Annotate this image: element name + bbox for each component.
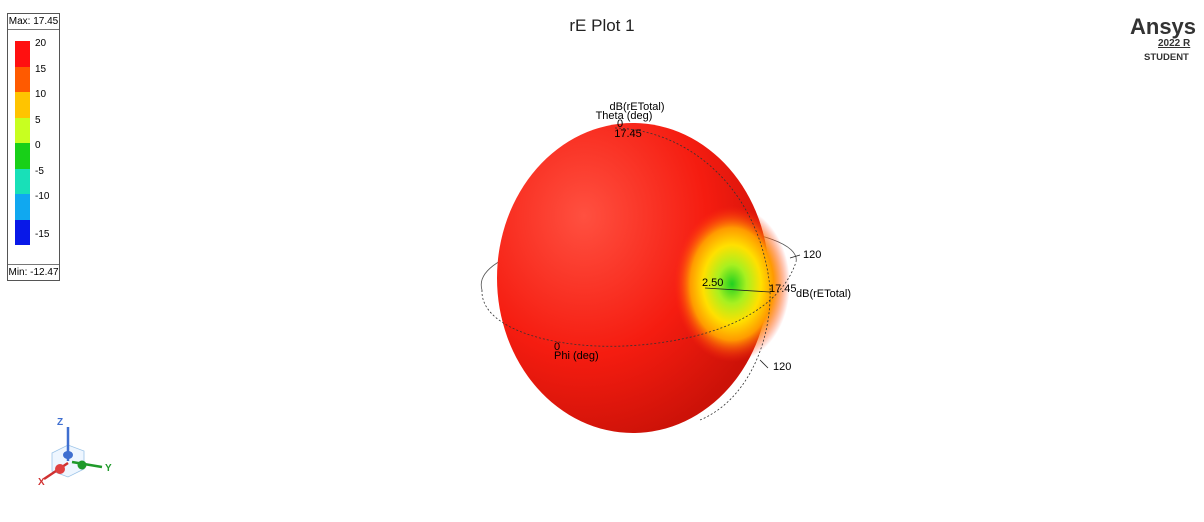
legend-swatch xyxy=(15,66,30,92)
brand-version: 2022 R xyxy=(1158,38,1191,49)
x-axis-label: X xyxy=(38,477,45,485)
radial-inner-label: 2.50 xyxy=(702,277,723,289)
radial-outer-label: 17.45 xyxy=(769,283,797,295)
y-axis-arrow xyxy=(71,460,103,469)
front-ring-horizontal xyxy=(481,261,797,347)
ring-label-upper: 120 xyxy=(803,249,821,261)
legend-swatch xyxy=(15,117,30,143)
legend-tick-label: 5 xyxy=(35,114,41,126)
theta-value-label: 17.45 xyxy=(614,128,642,140)
ring-label-lower: 120 xyxy=(773,361,791,373)
phi-axis-label: Phi (deg) xyxy=(554,350,599,362)
legend-min-label: Min: -12.47 xyxy=(8,264,59,280)
x-axis-marker xyxy=(55,464,65,474)
color-legend: Max: 17.45 20 15 10 5 0 -5 -10 -15 Min: -12.47 xyxy=(7,13,60,281)
legend-tick-label: 10 xyxy=(35,89,47,100)
brand-edition: STUDENT xyxy=(1144,52,1189,63)
legend-swatch xyxy=(15,194,30,220)
axes-triad[interactable]: Z Y X xyxy=(30,415,130,485)
legend-swatch xyxy=(15,92,30,118)
ring-tick-lower xyxy=(759,359,769,369)
legend-swatch xyxy=(15,168,30,194)
ring-tick-upper xyxy=(789,254,801,259)
brand-name: Ansys xyxy=(1130,14,1197,39)
ansys-brand: Ansys 2022 R STUDENT xyxy=(1130,14,1204,74)
legend-tick-label: 20 xyxy=(35,38,47,49)
theta-quantity-label: dB(rETotal) xyxy=(609,101,664,113)
y-axis-marker xyxy=(77,460,87,470)
z-axis-marker xyxy=(63,451,73,459)
legend-swatch xyxy=(15,219,30,245)
radial-quantity-label: dB(rETotal) xyxy=(796,288,851,300)
legend-color-bar xyxy=(15,41,30,245)
legend-max-label: Max: 17.45 xyxy=(8,14,59,30)
legend-swatch xyxy=(15,143,30,169)
radial-axis-line xyxy=(704,287,771,293)
plot-title: rE Plot 1 xyxy=(569,16,635,35)
z-axis-label: Z xyxy=(57,417,63,428)
front-ring-vertical xyxy=(614,127,771,421)
y-axis-label: Y xyxy=(105,463,112,474)
phi-zero-label: 0 xyxy=(554,341,560,353)
legend-tick-label: -15 xyxy=(35,228,50,240)
pattern-hotspot xyxy=(674,206,790,362)
pattern-surface xyxy=(497,123,769,433)
legend-tick-label: -10 xyxy=(35,191,50,202)
legend-tick-label: 15 xyxy=(35,63,47,75)
theta-axis-label: Theta (deg) xyxy=(596,110,653,122)
legend-tick-label: -5 xyxy=(35,165,44,177)
legend-swatch xyxy=(15,41,30,67)
legend-tick-label: 0 xyxy=(35,140,41,151)
theta-zero-label: 0 xyxy=(617,118,623,130)
